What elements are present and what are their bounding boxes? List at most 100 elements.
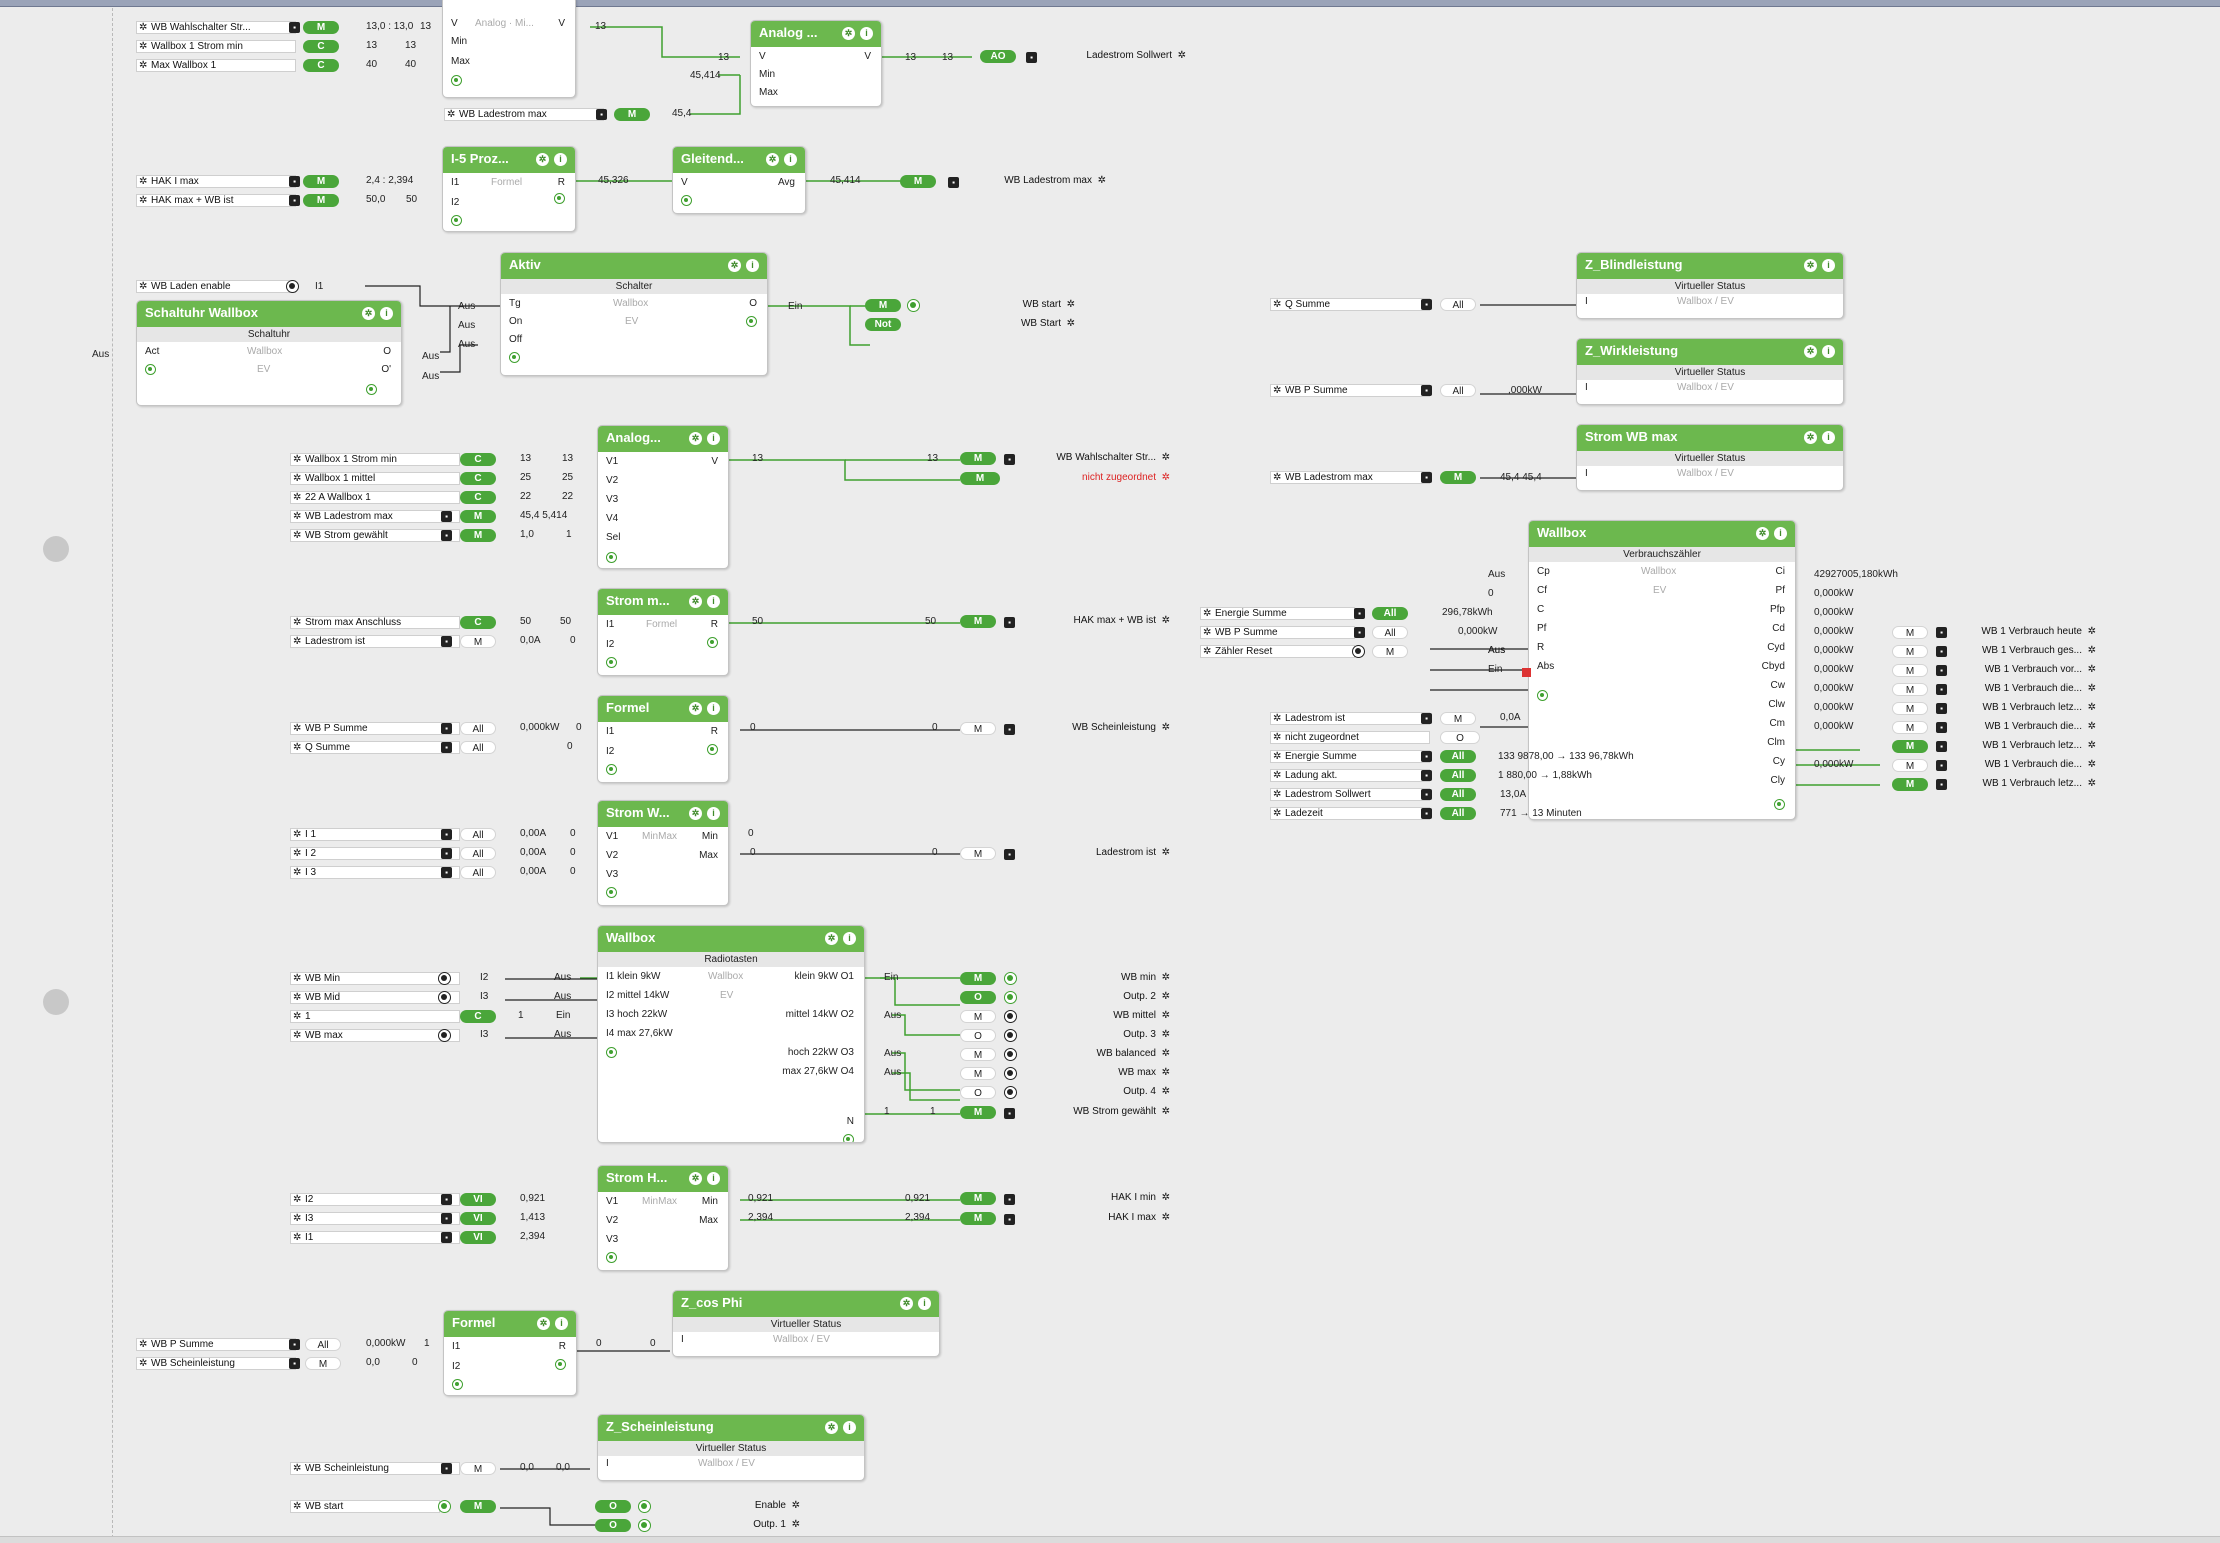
mode-pill[interactable]: M	[460, 1500, 496, 1513]
input-label[interactable]: ✲ WB Laden enable	[136, 280, 296, 293]
input-label[interactable]: ✲ WB Min	[290, 972, 460, 985]
input-label[interactable]: ✲ WB Scheinleistung	[136, 1357, 296, 1370]
output-label[interactable]: WB 1 Verbrauch die... ✲	[1956, 683, 2096, 696]
link-square-icon[interactable]: ▪	[441, 636, 452, 647]
block-analog-top[interactable]: V Analog · Mi... Min Max V	[442, 0, 576, 98]
input-label[interactable]: ✲ I 3	[290, 866, 460, 879]
link-square-icon[interactable]: ▪	[1004, 849, 1015, 860]
mode-pill[interactable]: M	[460, 510, 496, 523]
settings-icon[interactable]: ✲	[1804, 259, 1817, 272]
settings-icon[interactable]: ✲	[842, 27, 855, 40]
gear-icon[interactable]: ✲	[1161, 972, 1170, 983]
gear-icon[interactable]: ✲	[1273, 770, 1282, 781]
gear-icon[interactable]: ✲	[1161, 1029, 1170, 1040]
link-square-icon[interactable]: ▪	[1004, 454, 1015, 465]
mode-pill[interactable]: All	[460, 741, 496, 754]
mode-pill[interactable]: VI	[460, 1231, 496, 1244]
gear-icon[interactable]: ✲	[139, 176, 148, 187]
mode-pill[interactable]: M	[1440, 712, 1476, 725]
output-label[interactable]: Ladestrom ist ✲	[1025, 847, 1170, 860]
gear-icon[interactable]: ✲	[1161, 1048, 1170, 1059]
gear-icon[interactable]: ✲	[1273, 385, 1282, 396]
gear-icon[interactable]: ✲	[2087, 740, 2096, 751]
link-square-icon[interactable]: ▪	[441, 1194, 452, 1205]
info-icon[interactable]: i	[918, 1297, 931, 1310]
gear-icon[interactable]: ✲	[293, 1011, 302, 1022]
toggle-icon[interactable]	[286, 280, 299, 293]
settings-icon[interactable]: ✲	[1756, 527, 1769, 540]
toggle-icon[interactable]	[907, 299, 920, 312]
link-square-icon[interactable]: ▪	[441, 1213, 452, 1224]
mode-pill[interactable]: VI	[460, 1193, 496, 1206]
block-z-cos-phi[interactable]: Z_cos Phi ✲ i Virtueller Status I Wallbo…	[672, 1290, 940, 1357]
mode-pill[interactable]: M	[960, 1067, 996, 1080]
info-icon[interactable]: i	[843, 932, 856, 945]
mode-pill[interactable]: O	[960, 991, 996, 1004]
gear-icon[interactable]: ✲	[293, 723, 302, 734]
input-label[interactable]: ✲ I2	[290, 1193, 460, 1206]
settings-icon[interactable]: ✲	[537, 1317, 550, 1330]
link-square-icon[interactable]: ▪	[441, 530, 452, 541]
input-label[interactable]: ✲ I3	[290, 1212, 460, 1225]
page-marker-dot[interactable]	[43, 536, 69, 562]
gear-icon[interactable]: ✲	[1161, 847, 1170, 858]
link-square-icon[interactable]: ▪	[1421, 472, 1432, 483]
mode-pill[interactable]: All	[460, 722, 496, 735]
settings-icon[interactable]: ✲	[766, 153, 779, 166]
toggle-icon[interactable]	[1004, 1048, 1017, 1061]
mode-pill[interactable]: C	[303, 40, 339, 53]
gear-icon[interactable]: ✲	[1273, 751, 1282, 762]
gear-icon[interactable]: ✲	[1203, 646, 1212, 657]
info-icon[interactable]: i	[1822, 431, 1835, 444]
mode-pill[interactable]: M	[960, 472, 1000, 485]
toggle-icon[interactable]	[438, 991, 451, 1004]
info-icon[interactable]: i	[554, 153, 567, 166]
mode-pill[interactable]: M	[303, 175, 339, 188]
settings-icon[interactable]: ✲	[362, 307, 375, 320]
toggle-icon[interactable]	[1004, 1067, 1017, 1080]
link-square-icon[interactable]: ▪	[289, 1339, 300, 1350]
block-wallbox-verbrauchszaehler[interactable]: Wallbox ✲ i Verbrauchszähler Wallbox EV …	[1528, 520, 1796, 820]
input-label[interactable]: ✲ Wallbox 1 Strom min	[290, 453, 460, 466]
mode-pill[interactable]: M	[305, 1357, 341, 1370]
page-marker-dot[interactable]	[43, 989, 69, 1015]
mode-pill[interactable]: M	[960, 972, 996, 985]
gear-icon[interactable]: ✲	[791, 1500, 800, 1511]
info-icon[interactable]: i	[707, 702, 720, 715]
mode-pill[interactable]: O	[595, 1519, 631, 1532]
link-square-icon[interactable]: ▪	[1936, 741, 1947, 752]
info-icon[interactable]: i	[746, 259, 759, 272]
mode-pill[interactable]: All	[305, 1338, 341, 1351]
link-square-icon[interactable]: ▪	[441, 1232, 452, 1243]
output-label[interactable]: Outp. 2 ✲	[1020, 991, 1170, 1004]
link-square-icon[interactable]: ▪	[1936, 684, 1947, 695]
gear-icon[interactable]: ✲	[447, 109, 456, 120]
gear-icon[interactable]: ✲	[1066, 318, 1075, 329]
input-label[interactable]: ✲ 1	[290, 1010, 460, 1023]
mode-pill[interactable]: All	[1440, 384, 1476, 397]
input-label[interactable]: ✲ Max Wallbox 1	[136, 59, 296, 72]
settings-icon[interactable]: ✲	[689, 807, 702, 820]
gear-icon[interactable]: ✲	[791, 1519, 800, 1530]
mode-pill[interactable]: C	[460, 491, 496, 504]
block-strom-wb-max[interactable]: Strom WB max ✲ i Virtueller Status I Wal…	[1576, 424, 1844, 491]
gear-icon[interactable]: ✲	[139, 41, 148, 52]
mode-pill[interactable]: M	[1892, 702, 1928, 715]
output-label[interactable]: WB Wahlschalter Str... ✲	[1025, 452, 1170, 465]
output-label[interactable]: WB mittel ✲	[1020, 1010, 1170, 1023]
mode-pill[interactable]: AO	[980, 50, 1016, 63]
mode-pill[interactable]: All	[1440, 298, 1476, 311]
mode-pill[interactable]: O	[960, 1029, 996, 1042]
gear-icon[interactable]: ✲	[1273, 713, 1282, 724]
gear-icon[interactable]: ✲	[293, 867, 302, 878]
info-icon[interactable]: i	[1774, 527, 1787, 540]
link-square-icon[interactable]: ▪	[1004, 617, 1015, 628]
block-strom-w[interactable]: Strom W... ✲ i V1 MinMax V2 V3 Min Max	[597, 800, 729, 906]
mode-pill[interactable]: C	[460, 1010, 496, 1023]
output-label[interactable]: Outp. 4 ✲	[1020, 1086, 1170, 1099]
output-label[interactable]: WB 1 Verbrauch letz... ✲	[1956, 740, 2097, 753]
output-label[interactable]: WB 1 Verbrauch die... ✲	[1956, 721, 2096, 734]
link-square-icon[interactable]: ▪	[1936, 779, 1947, 790]
output-label[interactable]: WB Strom gewählt ✲	[1020, 1106, 1170, 1119]
gear-icon[interactable]: ✲	[293, 1501, 302, 1512]
